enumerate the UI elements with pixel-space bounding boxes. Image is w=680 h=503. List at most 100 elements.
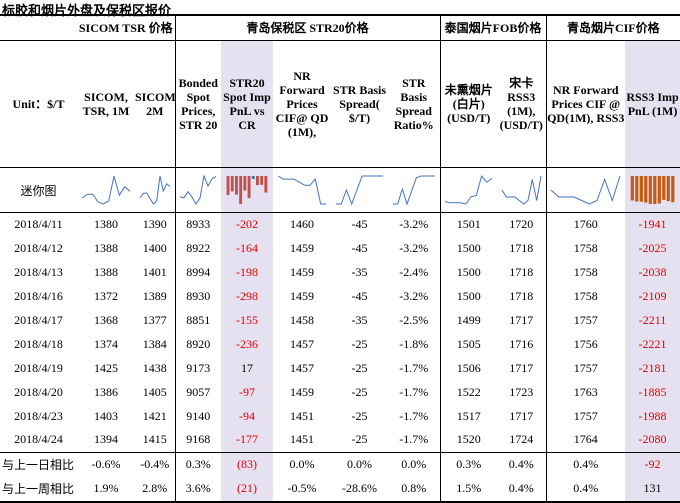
data-cell-c6: -45 xyxy=(351,241,368,256)
data-cell-c10: 1758 xyxy=(573,241,598,256)
data-cell-c10: 1757 xyxy=(573,313,598,327)
change-cell-c5: 0.0% xyxy=(273,451,331,477)
data-cell-c7: -3.2% xyxy=(388,236,441,261)
data-cell-c4: -198 xyxy=(221,260,273,285)
data-label: 2018/4/16 xyxy=(14,289,63,304)
sparkline-svg xyxy=(226,176,268,204)
data-cell-c10: 1758 xyxy=(573,289,598,304)
data-cell-c8: 1500 xyxy=(456,241,481,256)
change-label: 与上一周相比 xyxy=(0,476,77,503)
data-row: 2018/4/17 1368 1377 8851 -155 1458 -35 -2.5% 149… xyxy=(0,308,680,333)
data-cell-c10: 1764 xyxy=(573,432,598,447)
data-cell-c8: 1517 xyxy=(456,408,481,423)
price-table: SICOM TSR 价格 青岛保税区 STR20价格 泰国烟片FOB价格 青岛烟… xyxy=(0,14,680,503)
sparkbar-bar xyxy=(264,176,268,193)
data-cell-c11: -2038 xyxy=(625,260,680,285)
sparkline-path xyxy=(336,175,383,206)
data-cell-c3: 8930 xyxy=(186,289,211,304)
data-cell-c1: 1388 xyxy=(94,241,118,256)
data-cell-c2: 1415 xyxy=(135,428,176,453)
sparkbar-bar xyxy=(239,176,243,204)
data-label: 2018/4/24 xyxy=(14,432,63,447)
sparkline-svg xyxy=(501,175,542,205)
data-cell-c2: 1401 xyxy=(135,260,176,285)
data-cell-c10: 1763 xyxy=(573,384,598,399)
sparkline-path xyxy=(501,175,542,205)
data-cell-c2: 1438 xyxy=(135,356,176,381)
data-cell-c9: 1724 xyxy=(497,428,547,453)
sparkbar-bar xyxy=(639,176,643,202)
data-cell-c5: 1460 xyxy=(290,217,314,232)
data-label: 2018/4/13 xyxy=(14,265,63,280)
data-cell-c6: -45 xyxy=(351,217,368,232)
col-header-sicom-2m: SICOM,TSR, 2M xyxy=(135,40,176,168)
sparkbar-bar xyxy=(635,176,639,202)
sparkline-svg xyxy=(445,174,493,205)
data-cell-c7: -1.7% xyxy=(388,404,441,429)
data-cell-c8: 1500 xyxy=(456,289,481,304)
data-cell-c6: -25 xyxy=(351,408,368,423)
data-cell-c4: -155 xyxy=(221,308,273,333)
sparkline-c8 xyxy=(440,167,497,213)
change-cell-c8: 0.3% xyxy=(440,451,497,477)
data-cell-c2: 1389 xyxy=(135,284,176,309)
data-cell-c8: 1522 xyxy=(456,384,481,399)
sparkbar-c11 xyxy=(625,167,680,213)
data-row: 2018/4/13 1388 1401 8994 -198 1459 -35 -2.4% 150… xyxy=(0,260,680,285)
data-cell-c10: 1756 xyxy=(573,336,598,351)
data-cell-c3: 8933 xyxy=(186,217,211,232)
data-cell-c10: 1757 xyxy=(573,360,598,375)
data-cell-c2: 1377 xyxy=(135,308,176,333)
sparkbar-bar xyxy=(260,176,264,185)
sparkline-svg xyxy=(81,175,131,205)
data-cell-c5: 1459 xyxy=(290,289,314,304)
data-cell-c7: -1.8% xyxy=(388,332,441,357)
change-cell-c7: 0.0% xyxy=(388,451,441,477)
data-cell-c3: 8922 xyxy=(186,241,211,256)
data-cell-c9: 1720 xyxy=(497,212,547,237)
data-cell-c2: 1390 xyxy=(135,212,176,237)
col-header-str20-pnl: STR20 Spot Imp PnL vs CR xyxy=(221,40,273,168)
change-cell-c10: 0.4% xyxy=(546,476,626,503)
change-cell-c8: 1.5% xyxy=(440,476,497,503)
sparkline-svg xyxy=(550,175,621,205)
data-cell-c4: -164 xyxy=(221,236,273,261)
data-cell-c3: 8994 xyxy=(186,265,211,280)
data-cell-c5: 1451 xyxy=(290,408,314,423)
sparkbar-bar xyxy=(251,176,255,179)
sparkbar-bar xyxy=(648,176,652,204)
data-row: 2018/4/24 1394 1415 9168 -177 1451 -25 -1.7% 152… xyxy=(0,428,680,453)
data-cell-c3: 8920 xyxy=(186,336,211,351)
sparkbar-bar xyxy=(243,176,247,191)
sparkbar-bar xyxy=(235,176,238,195)
data-cell-c11: -1988 xyxy=(625,404,680,429)
sparkbar-bar xyxy=(644,176,648,203)
change-cell-c4: (21) xyxy=(221,476,273,503)
data-cell-c1: 1394 xyxy=(94,432,118,447)
data-cell-c1: 1374 xyxy=(94,336,118,351)
data-cell-c4: -202 xyxy=(221,212,273,237)
data-cell-c9: 1718 xyxy=(497,236,547,261)
change-cell-c4: (83) xyxy=(221,451,273,477)
data-cell-c7: -2.4% xyxy=(388,260,441,285)
data-row: 2018/4/20 1386 1405 9057 -97 1459 -25 -1.7% 1522… xyxy=(0,380,680,405)
data-cell-c2: 1384 xyxy=(135,332,176,357)
change-cell-c10: 0.4% xyxy=(546,451,626,477)
col-header-rss3-pnl: RSS3 Imp PnL (1M) xyxy=(625,40,680,168)
data-cell-c6: -45 xyxy=(351,289,368,304)
sparkbar-bar xyxy=(657,176,661,204)
data-cell-c9: 1718 xyxy=(497,284,547,309)
data-cell-c7: -3.2% xyxy=(388,284,441,309)
corner-cell xyxy=(0,14,77,41)
data-cell-c11: -1885 xyxy=(625,380,680,405)
data-row: 2018/4/11 1380 1390 8933 -202 1460 -45 -3.2% 150… xyxy=(0,212,680,237)
data-cell-c2: 1400 xyxy=(135,236,176,261)
sparkline-path xyxy=(392,175,435,206)
sparkline-c9 xyxy=(497,167,547,213)
data-cell-c8: 1520 xyxy=(456,432,481,447)
change-cell-c3: 0.3% xyxy=(175,451,221,477)
data-cell-c11: -1941 xyxy=(625,212,680,237)
change-cell-c5: -0.5% xyxy=(273,476,331,503)
data-row: 2018/4/23 1403 1421 9140 -94 1451 -25 -1.7% 1517… xyxy=(0,404,680,429)
data-cell-c4: -298 xyxy=(221,284,273,309)
